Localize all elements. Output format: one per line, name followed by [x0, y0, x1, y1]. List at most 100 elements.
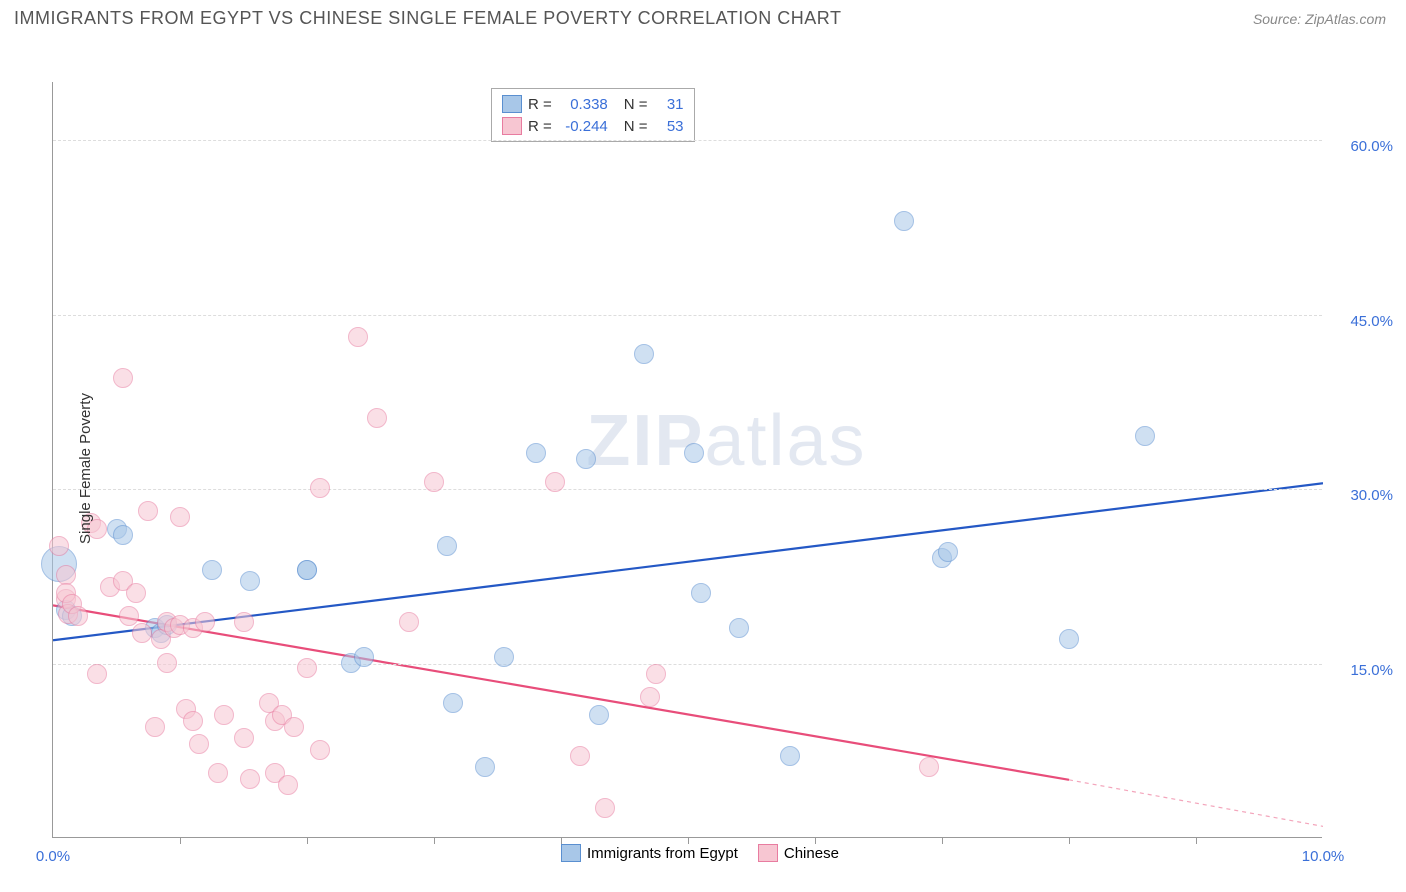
legend-swatch-chinese	[758, 844, 778, 862]
x-tick-mark	[688, 838, 689, 844]
x-tick-mark	[434, 838, 435, 844]
scatter-point-chinese	[278, 775, 298, 795]
stat-r-value: 0.338	[558, 96, 608, 113]
scatter-point-egypt	[297, 560, 317, 580]
scatter-point-chinese	[919, 757, 939, 777]
scatter-point-chinese	[113, 368, 133, 388]
scatter-point-chinese	[183, 711, 203, 731]
stat-r-value: -0.244	[558, 118, 608, 135]
scatter-point-chinese	[132, 623, 152, 643]
watermark: ZIPatlas	[586, 400, 866, 482]
scatter-point-chinese	[367, 408, 387, 428]
scatter-point-egypt	[1135, 426, 1155, 446]
y-tick-label: 30.0%	[1333, 487, 1393, 504]
scatter-point-egypt	[729, 618, 749, 638]
scatter-point-chinese	[297, 658, 317, 678]
scatter-point-chinese	[87, 664, 107, 684]
scatter-point-egypt	[354, 647, 374, 667]
legend-swatch-egypt	[561, 844, 581, 862]
stat-r-label: R =	[528, 96, 552, 113]
y-axis-title: Single Female Poverty	[77, 393, 94, 544]
trend-line-dash-chinese	[1069, 780, 1323, 827]
scatter-point-chinese	[348, 327, 368, 347]
scatter-point-chinese	[138, 501, 158, 521]
stats-row-chinese: R =-0.244N =53	[502, 115, 684, 137]
x-tick-mark	[942, 838, 943, 844]
x-tick-mark	[307, 838, 308, 844]
legend-item-egypt: Immigrants from Egypt	[561, 844, 738, 862]
scatter-point-chinese	[170, 507, 190, 527]
stat-n-value: 31	[654, 96, 684, 113]
stats-row-egypt: R = 0.338 N = 31	[502, 93, 684, 115]
scatter-point-chinese	[68, 606, 88, 626]
scatter-point-egypt	[634, 344, 654, 364]
chart-title: IMMIGRANTS FROM EGYPT VS CHINESE SINGLE …	[14, 8, 841, 29]
scatter-point-egypt	[684, 443, 704, 463]
scatter-point-chinese	[570, 746, 590, 766]
chart-area: ZIPatlas R = 0.338 N = 31R = -0.244 N = 53 Imm…	[0, 38, 1406, 888]
swatch-chinese	[502, 117, 522, 135]
swatch-egypt	[502, 95, 522, 113]
x-tick-mark	[1069, 838, 1070, 844]
scatter-point-chinese	[119, 606, 139, 626]
scatter-point-egypt	[437, 536, 457, 556]
scatter-point-chinese	[234, 728, 254, 748]
scatter-point-chinese	[208, 763, 228, 783]
watermark-bold: ZIP	[586, 401, 704, 481]
series-legend: Immigrants from Egypt Chinese	[561, 844, 839, 862]
stats-legend: R = 0.338 N = 31R = -0.244 N = 53	[491, 88, 695, 142]
scatter-point-chinese	[545, 472, 565, 492]
scatter-point-chinese	[310, 740, 330, 760]
scatter-point-chinese	[234, 612, 254, 632]
scatter-point-chinese	[49, 536, 69, 556]
source-caption: Source: ZipAtlas.com	[1253, 11, 1386, 27]
scatter-point-chinese	[195, 612, 215, 632]
y-tick-label: 60.0%	[1333, 138, 1393, 155]
chart-header: IMMIGRANTS FROM EGYPT VS CHINESE SINGLE …	[0, 0, 1406, 38]
scatter-point-chinese	[214, 705, 234, 725]
x-tick-label: 0.0%	[36, 848, 70, 865]
scatter-point-chinese	[157, 653, 177, 673]
x-tick-mark	[561, 838, 562, 844]
source-name: ZipAtlas.com	[1305, 11, 1386, 27]
scatter-point-chinese	[424, 472, 444, 492]
stat-n-value: 53	[654, 118, 684, 135]
scatter-point-egypt	[240, 571, 260, 591]
scatter-point-egypt	[894, 211, 914, 231]
plot-area: ZIPatlas R =0.338N =31R =-0.244N =53 Imm…	[52, 82, 1322, 838]
scatter-point-egypt	[576, 449, 596, 469]
x-tick-label: 10.0%	[1302, 848, 1345, 865]
scatter-point-egypt	[1059, 629, 1079, 649]
grid-line	[53, 489, 1322, 490]
grid-line	[53, 315, 1322, 316]
source-prefix: Source:	[1253, 11, 1305, 27]
scatter-point-chinese	[126, 583, 146, 603]
legend-label: Chinese	[784, 845, 839, 862]
y-tick-label: 45.0%	[1333, 313, 1393, 330]
scatter-point-chinese	[310, 478, 330, 498]
x-tick-mark	[1196, 838, 1197, 844]
scatter-point-chinese	[646, 664, 666, 684]
scatter-point-egypt	[691, 583, 711, 603]
legend-label: Immigrants from Egypt	[587, 845, 738, 862]
scatter-point-chinese	[189, 734, 209, 754]
scatter-point-egypt	[938, 542, 958, 562]
stat-n-label: N =	[624, 96, 648, 113]
scatter-point-egypt	[475, 757, 495, 777]
x-tick-mark	[180, 838, 181, 844]
scatter-point-egypt	[113, 525, 133, 545]
legend-item-chinese: Chinese	[758, 844, 839, 862]
scatter-point-egypt	[526, 443, 546, 463]
scatter-point-egypt	[202, 560, 222, 580]
scatter-point-chinese	[145, 717, 165, 737]
scatter-point-chinese	[284, 717, 304, 737]
scatter-point-egypt	[589, 705, 609, 725]
scatter-point-chinese	[240, 769, 260, 789]
scatter-point-egypt	[780, 746, 800, 766]
scatter-point-egypt	[494, 647, 514, 667]
watermark-rest: atlas	[704, 401, 866, 481]
scatter-point-chinese	[595, 798, 615, 818]
scatter-point-chinese	[640, 687, 660, 707]
y-tick-label: 15.0%	[1333, 662, 1393, 679]
stat-n-label: N =	[624, 118, 648, 135]
